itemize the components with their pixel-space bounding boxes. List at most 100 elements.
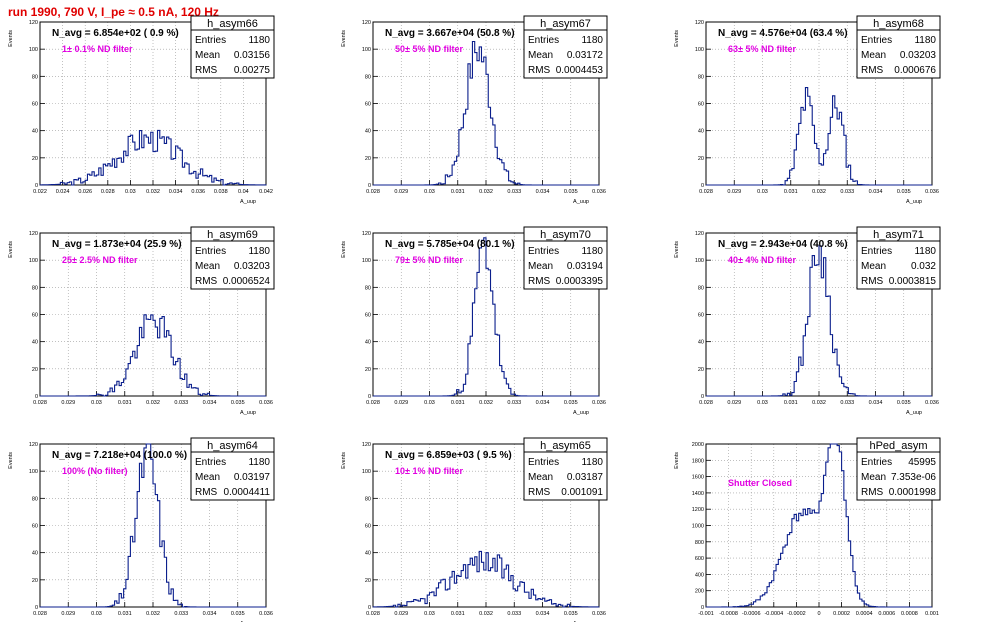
stats-key-entries: Entries	[195, 35, 226, 46]
stats-key-mean: Mean	[528, 261, 553, 272]
y-tick-label: 20	[365, 156, 371, 162]
n-avg-label: N_avg = 6.859e+03 ( 9.5 %)	[385, 450, 512, 461]
n-avg-label: N_avg = 7.218e+04 (100.0 %)	[52, 450, 187, 461]
x-tick-label: 0.032	[479, 400, 493, 406]
stats-value-mean: 0.032	[911, 261, 936, 272]
x-axis-label: A_uup	[906, 199, 922, 205]
x-tick-label: 0.032	[146, 189, 160, 195]
x-tick-label: 0.033	[507, 189, 521, 195]
stats-value-mean: 0.03203	[234, 261, 271, 272]
filter-annotation: Shutter Closed	[728, 478, 792, 488]
stats-title: hPed_asym	[869, 440, 927, 452]
x-tick-label: 0.033	[507, 611, 521, 617]
x-tick-label: 0.028	[699, 400, 713, 406]
x-tick-label: 0.035	[897, 400, 911, 406]
x-tick-label: -0.001	[698, 611, 714, 617]
plot-frame	[705, 443, 933, 608]
stats-value-rms: 0.0004411	[223, 487, 270, 498]
y-axis-label: Events	[674, 30, 680, 47]
y-tick-label: 60	[365, 524, 371, 530]
stats-value-entries: 1180	[581, 35, 603, 46]
plot-frame	[39, 443, 267, 608]
histogram-series	[372, 550, 600, 608]
y-tick-label: 20	[365, 367, 371, 373]
stats-title: h_asym70	[540, 229, 591, 241]
x-tick-label: 0.028	[366, 611, 380, 617]
stats-key-rms: RMS	[195, 487, 218, 498]
stats-value-rms: 0.0003815	[889, 276, 937, 287]
y-tick-label: 40	[32, 340, 38, 346]
stats-box	[190, 29, 275, 79]
x-tick-label: 0.03	[757, 189, 768, 195]
y-tick-label: 20	[32, 367, 38, 373]
x-tick-label: 0.031	[784, 189, 798, 195]
x-tick-label: 0.029	[394, 611, 408, 617]
stats-title: h_asym64	[207, 440, 258, 452]
stats-value-mean: 0.03187	[567, 472, 604, 483]
y-tick-label: 120	[29, 231, 38, 237]
x-tick-label: 0.034	[536, 189, 550, 195]
filter-annotation: 100% (No filter)	[62, 466, 128, 476]
x-tick-label: 0.031	[451, 611, 465, 617]
y-axis-label: Events	[8, 452, 14, 469]
x-tick-label: 0.033	[507, 400, 521, 406]
y-tick-label: 60	[32, 313, 38, 319]
n-avg-label: N_avg = 1.873e+04 (25.9 %)	[52, 239, 182, 250]
y-tick-label: 100	[695, 47, 704, 53]
y-tick-label: 60	[698, 313, 704, 319]
x-tick-label: -0.0002	[787, 611, 806, 617]
n-avg-label: N_avg = 5.785e+04 (80.1 %)	[385, 239, 515, 250]
x-tick-label: -0.0006	[742, 611, 761, 617]
plot-frame	[705, 21, 933, 186]
stats-box	[523, 29, 608, 79]
x-tick-label: 0.031	[118, 611, 132, 617]
stats-key-rms: RMS	[528, 65, 551, 76]
x-tick-label: 0.032	[479, 611, 493, 617]
stats-value-mean: 0.03197	[234, 472, 271, 483]
plot-frame	[372, 443, 600, 608]
x-tick-label: 0.029	[61, 611, 75, 617]
x-tick-label: 0.035	[564, 189, 578, 195]
y-tick-label: 80	[32, 74, 38, 80]
y-tick-label: 100	[362, 469, 371, 475]
y-tick-label: 80	[365, 285, 371, 291]
stats-key-entries: Entries	[528, 457, 559, 468]
y-tick-label: 80	[32, 285, 38, 291]
x-axis-label: A_uup	[906, 410, 922, 416]
stats-value-entries: 1180	[248, 35, 270, 46]
x-tick-label: 0.0006	[878, 611, 895, 617]
histogram-grid: 0.022 0.024 0.026 0.028 0.03 0.032 0.034 0.036 0…	[8, 15, 941, 622]
stats-box	[856, 240, 941, 290]
x-tick-label: 0.026	[78, 189, 92, 195]
x-tick-label: 0.036	[259, 400, 273, 406]
y-tick-label: 40	[698, 129, 704, 135]
y-axis-label: Events	[674, 452, 680, 469]
stats-value-mean: 0.03194	[567, 261, 604, 272]
plot-frame	[372, 232, 600, 397]
stats-value-rms: 0.001091	[561, 487, 603, 498]
x-tick-label: 0.038	[214, 189, 228, 195]
filter-annotation: 25± 2.5% ND filter	[62, 255, 138, 265]
y-tick-label: 120	[29, 442, 38, 448]
x-tick-label: 0.029	[727, 400, 741, 406]
plot-frame	[372, 21, 600, 186]
stats-key-mean: Mean	[195, 50, 220, 61]
x-tick-label: 0.036	[592, 400, 606, 406]
x-tick-label: 0.035	[564, 611, 578, 617]
y-tick-label: 120	[695, 231, 704, 237]
stats-key-rms: RMS	[861, 487, 884, 498]
histogram-series	[373, 40, 599, 186]
x-tick-label: 0.033	[174, 611, 188, 617]
filter-annotation: 40± 4% ND filter	[728, 255, 796, 265]
stats-title: h_asym67	[540, 18, 591, 30]
y-tick-label: 100	[29, 258, 38, 264]
stats-key-mean: Mean	[528, 50, 553, 61]
y-tick-label: 40	[365, 551, 371, 557]
x-tick-label: 0.032	[146, 611, 160, 617]
x-tick-label: 0.036	[191, 189, 205, 195]
histogram-panel-h_asym64: 0.028 0.029 0.03 0.031 0.032 0.033 0.034 0.035 0…	[8, 437, 275, 622]
x-tick-label: 0.036	[259, 611, 273, 617]
stats-key-mean: Mean	[861, 50, 886, 61]
x-tick-label: 0	[817, 611, 820, 617]
y-tick-label: 0	[701, 183, 704, 189]
